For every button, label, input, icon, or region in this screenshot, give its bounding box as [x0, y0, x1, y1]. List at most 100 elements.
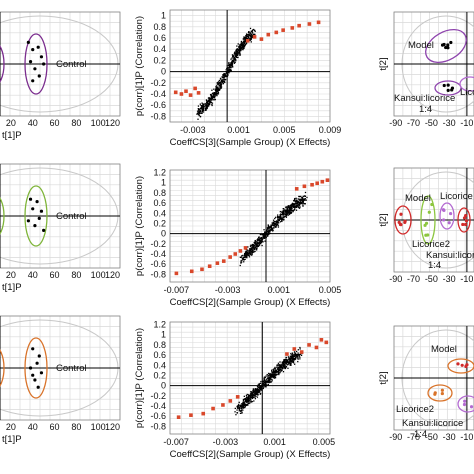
variable-point	[297, 200, 299, 202]
variable-point	[269, 380, 271, 382]
variable-point	[277, 368, 279, 370]
highlighted-point	[281, 28, 285, 32]
variable-point	[247, 396, 249, 399]
variable-point	[241, 44, 243, 47]
variable-point	[300, 198, 302, 200]
variable-point	[265, 231, 268, 233]
variable-point	[263, 376, 266, 378]
variable-point	[288, 205, 290, 207]
variable-point	[263, 382, 265, 384]
variable-point	[217, 81, 220, 83]
variable-point	[254, 241, 256, 243]
variable-point	[206, 105, 208, 108]
variable-point	[245, 400, 247, 403]
variable-point	[275, 372, 277, 374]
variable-point	[284, 359, 286, 361]
highlighted-point	[274, 30, 279, 35]
variable-point	[240, 408, 242, 410]
variable-point	[227, 64, 230, 67]
variable-point	[253, 245, 255, 247]
group-label-model: Model	[431, 344, 457, 355]
y-axis-label: t[2]	[378, 213, 389, 226]
variable-point	[272, 229, 274, 231]
variable-point	[202, 109, 205, 111]
variable-point	[252, 392, 254, 394]
variable-point	[213, 94, 215, 96]
variable-point	[301, 197, 303, 199]
variable-point	[292, 359, 294, 361]
highlighted-point	[314, 345, 319, 350]
variable-point	[294, 353, 296, 356]
variable-point	[290, 356, 292, 358]
variable-point	[282, 218, 284, 220]
variable-point	[205, 108, 208, 110]
variable-point	[300, 354, 303, 357]
x-tick-label: -0.003	[215, 285, 241, 295]
variable-point	[261, 389, 263, 391]
x-tick-label: -30	[443, 432, 456, 442]
variable-point	[276, 364, 278, 366]
x-tick-label: -70	[407, 118, 420, 128]
variable-point	[240, 48, 242, 51]
variable-point	[202, 103, 204, 105]
x-axis-label: CoeffCS[2](Sample Group) (X Effects)	[170, 297, 331, 308]
variable-point	[239, 412, 242, 414]
variable-point	[255, 244, 257, 246]
data-point	[463, 222, 468, 227]
variable-point	[245, 33, 248, 35]
variable-point	[240, 261, 242, 263]
variable-point	[234, 58, 236, 60]
variable-point	[236, 412, 239, 414]
variable-point	[243, 44, 246, 46]
x-tick-label: 0.005	[319, 285, 342, 295]
variable-point	[299, 199, 301, 201]
variable-point	[281, 213, 284, 215]
variable-point	[264, 233, 266, 235]
variable-point	[220, 79, 223, 81]
variable-point	[278, 222, 280, 224]
variable-point	[291, 355, 293, 357]
data-point	[449, 211, 453, 216]
y-tick-label: 0.8	[153, 340, 166, 350]
variable-point	[277, 220, 279, 222]
variable-point	[299, 199, 302, 201]
plot-frame	[169, 9, 331, 123]
variable-point	[243, 259, 245, 261]
variable-point	[217, 83, 219, 85]
variable-point	[255, 393, 257, 395]
variable-point	[215, 90, 217, 93]
variable-point	[235, 55, 237, 57]
variable-point	[238, 410, 241, 412]
variable-point	[234, 61, 236, 64]
variable-point	[278, 219, 281, 222]
x-tick-label: -10	[460, 432, 473, 442]
variable-point	[304, 195, 307, 197]
variable-point	[266, 379, 268, 381]
variable-point	[247, 251, 249, 253]
variable-point	[297, 352, 299, 354]
data-point	[442, 208, 446, 213]
group-ellipse-control	[24, 337, 48, 399]
variable-point	[296, 200, 298, 202]
variable-point	[254, 395, 256, 397]
variable-point	[243, 407, 245, 409]
variable-point	[269, 230, 271, 233]
s-plot-2: 1.210.80.60.40.20-0.2-0.4-0.6-0.8-0.007-…	[134, 168, 341, 308]
highlighted-point	[228, 255, 232, 259]
variable-point	[251, 30, 253, 32]
variable-point	[297, 203, 299, 206]
variable-point	[291, 206, 293, 208]
variable-point	[287, 208, 289, 210]
variable-point	[297, 205, 300, 207]
variable-point	[295, 202, 297, 204]
variable-point	[254, 30, 256, 32]
variable-point	[287, 356, 290, 358]
y-axis-label: p(corr)[1]P (Correlation)	[134, 176, 145, 276]
group-ellipse-model	[447, 358, 474, 374]
data-point	[440, 43, 445, 47]
variable-point	[244, 398, 246, 400]
variable-point	[268, 230, 270, 233]
variable-point	[237, 51, 239, 54]
variable-point	[251, 246, 253, 248]
